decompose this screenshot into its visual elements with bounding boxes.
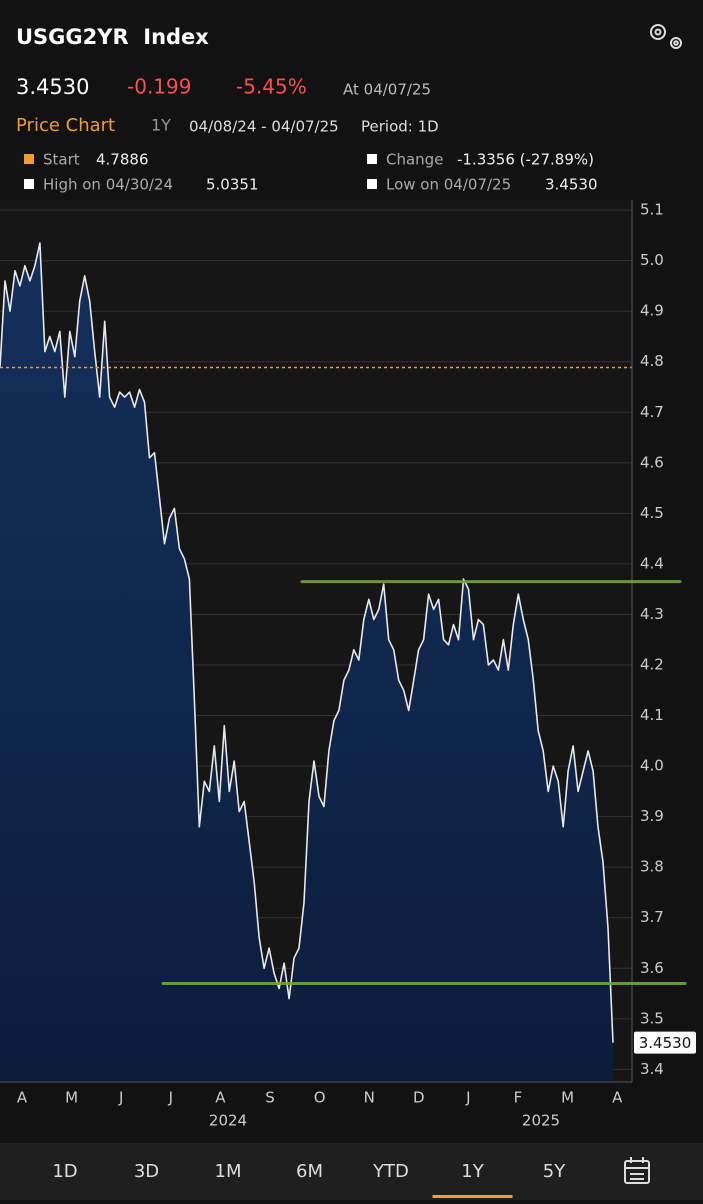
y-tick-label: 5.0: [640, 251, 664, 269]
tab[interactable]: 5Y: [543, 1161, 566, 1182]
tab[interactable]: 1M: [215, 1161, 242, 1182]
y-tick-label: 4.8: [640, 352, 664, 370]
x-tick-label: J: [118, 1089, 123, 1107]
settings-icon[interactable]: [650, 24, 682, 49]
x-tick-label: M: [65, 1089, 78, 1107]
tab-bar: [0, 1143, 703, 1200]
year-label: 2025: [522, 1112, 560, 1130]
legend-value: 3.4530: [545, 176, 598, 194]
x-tick-label: F: [514, 1089, 523, 1107]
year-label: 2024: [209, 1112, 247, 1130]
chart-label: Price Chart: [16, 115, 115, 136]
y-tick-label: 5.1: [640, 201, 664, 219]
y-tick-label: 4.1: [640, 706, 664, 724]
tab[interactable]: YTD: [372, 1161, 409, 1182]
x-tick-label: J: [168, 1089, 173, 1107]
x-tick-label: O: [314, 1089, 326, 1107]
price: 3.4530: [16, 75, 89, 99]
range: 1Y: [151, 116, 171, 135]
y-tick-label: 3.8: [640, 858, 664, 876]
price-line: [0, 242, 614, 1043]
y-tick-label: 4.9: [640, 302, 664, 320]
y-tick-label: 3.4: [640, 1060, 664, 1078]
tab[interactable]: 3D: [134, 1161, 159, 1182]
date-range: 04/08/24 - 04/07/25: [189, 118, 339, 136]
legend-swatch: [24, 154, 34, 164]
symbol: USGG2YR Index: [16, 25, 209, 49]
y-tick-label: 4.6: [640, 453, 664, 471]
price-change: -0.199: [127, 75, 191, 99]
y-tick-label: 4.3: [640, 605, 664, 623]
tab[interactable]: 1Y: [461, 1161, 484, 1182]
plot: [0, 209, 632, 1082]
tab[interactable]: 6M: [296, 1161, 323, 1182]
period: Period: 1D: [361, 118, 439, 136]
x-tick-label: M: [561, 1089, 574, 1107]
as-of-date: At 04/07/25: [343, 81, 431, 99]
legend-swatch: [24, 179, 34, 189]
last-value-box: [634, 1031, 696, 1054]
legend-swatch: [367, 179, 377, 189]
calendar-icon[interactable]: [624, 1157, 650, 1184]
y-tick-label: 4.0: [640, 757, 664, 775]
legend-label: High on 04/30/24: [43, 176, 173, 194]
tab[interactable]: 1D: [52, 1161, 77, 1182]
legend-value: -1.3356 (-27.89%): [457, 151, 594, 169]
tab-underline: [432, 1195, 513, 1198]
y-tick-label: 4.2: [640, 656, 664, 674]
last-value-label: 3.4530: [639, 1034, 692, 1052]
legend-value: 4.7886: [96, 151, 149, 169]
x-tick-label: S: [265, 1089, 275, 1107]
y-tick-label: 4.7: [640, 403, 664, 421]
y-tick-label: 3.6: [640, 959, 664, 977]
legend-label: Change: [386, 151, 443, 169]
legend-value: 5.0351: [206, 176, 259, 194]
area: [0, 243, 613, 1082]
y-tick-label: 4.5: [640, 504, 664, 522]
legend-swatch: [367, 154, 377, 164]
x-tick-label: D: [413, 1089, 425, 1107]
y-tick-label: 3.5: [640, 1009, 664, 1027]
x-tick-label: N: [364, 1089, 375, 1107]
x-tick-label: A: [612, 1089, 623, 1107]
legend-label: Start: [43, 151, 80, 169]
legend-label: Low on 04/07/25: [386, 176, 511, 194]
price-change-pct: -5.45%: [236, 75, 307, 99]
x-tick-label: A: [17, 1089, 28, 1107]
x-tick-label: J: [465, 1089, 470, 1107]
y-tick-label: 3.7: [640, 908, 664, 926]
y-tick-label: 3.9: [640, 807, 664, 825]
y-tick-label: 4.4: [640, 554, 664, 572]
x-tick-label: A: [215, 1089, 226, 1107]
